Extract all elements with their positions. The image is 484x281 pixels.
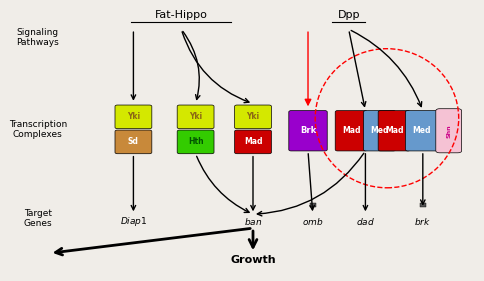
FancyBboxPatch shape [363, 111, 395, 151]
Text: Dpp: Dpp [337, 10, 360, 20]
Text: Yki: Yki [127, 112, 140, 121]
Text: Sd: Sd [128, 137, 139, 146]
Text: Target
Genes: Target Genes [23, 209, 52, 228]
Text: Transcription
Complexes: Transcription Complexes [9, 120, 67, 139]
FancyBboxPatch shape [335, 111, 367, 151]
Bar [310, 203, 316, 207]
FancyBboxPatch shape [235, 130, 272, 154]
Text: Brk: Brk [300, 126, 316, 135]
Text: Shn: Shn [446, 124, 451, 138]
FancyBboxPatch shape [378, 111, 410, 151]
Text: $\it{omb}$: $\it{omb}$ [302, 216, 324, 227]
Text: Hth: Hth [188, 137, 203, 146]
Text: Signaling
Pathways: Signaling Pathways [16, 28, 59, 47]
FancyBboxPatch shape [115, 105, 152, 129]
Text: $\it{dad}$: $\it{dad}$ [356, 216, 375, 227]
Text: Fat-Hippo: Fat-Hippo [155, 10, 208, 20]
Text: Med: Med [370, 126, 389, 135]
Text: Mad: Mad [342, 126, 361, 135]
FancyBboxPatch shape [289, 111, 327, 151]
Text: $\it{Diap1}$: $\it{Diap1}$ [120, 215, 147, 228]
FancyBboxPatch shape [177, 105, 214, 129]
FancyBboxPatch shape [177, 130, 214, 154]
Text: $\it{ban}$: $\it{ban}$ [244, 216, 262, 227]
Text: Mad: Mad [385, 126, 404, 135]
FancyBboxPatch shape [436, 109, 462, 153]
Text: Med: Med [412, 126, 431, 135]
Text: $\it{brk}$: $\it{brk}$ [414, 216, 431, 227]
Text: Yki: Yki [246, 112, 259, 121]
FancyBboxPatch shape [115, 130, 152, 154]
FancyBboxPatch shape [406, 111, 438, 151]
Text: Yki: Yki [189, 112, 202, 121]
Text: Mad: Mad [244, 137, 262, 146]
Bar [420, 203, 426, 207]
Text: Growth: Growth [230, 255, 276, 265]
FancyBboxPatch shape [235, 105, 272, 129]
